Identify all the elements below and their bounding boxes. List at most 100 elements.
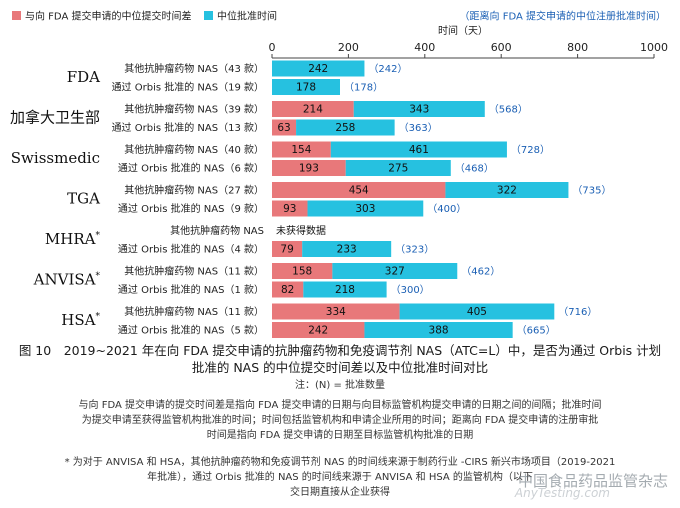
- agency-label: 加拿大卫生部: [10, 109, 100, 127]
- bar-diff-label: 334: [326, 306, 346, 318]
- bar-approval: [303, 281, 387, 298]
- bar-approval: [296, 119, 395, 136]
- legend-note: 注：(N) = 批准数量: [294, 380, 386, 391]
- x-tick-label: 400: [414, 41, 435, 54]
- bar-approval: [399, 303, 555, 320]
- bar-approval: [332, 263, 458, 279]
- definition-line-3: 时间是指向 FDA 提交申请的日期至目标监管机构批准的日期: [206, 430, 474, 441]
- bar-approval-label: 303: [355, 203, 375, 215]
- bar-diff: [272, 119, 297, 136]
- total-label: （728）: [511, 144, 550, 156]
- total-label: （323）: [395, 244, 434, 256]
- bar-diff: [272, 263, 333, 279]
- bar-approval-label: 327: [385, 266, 405, 278]
- bar-diff-label: 242: [308, 325, 328, 337]
- bar-approval-label: 233: [337, 244, 357, 256]
- bar-approval-label: 388: [429, 325, 449, 337]
- footnote-line-3: 交日期直接从企业获得: [290, 487, 390, 498]
- bar-diff-label: 193: [299, 163, 319, 175]
- bar-approval-label: 275: [388, 163, 408, 175]
- row-label: 其他抗肿瘤药物 NAS（43 款）: [124, 62, 264, 75]
- bar-approval: [353, 101, 485, 117]
- total-label: （400）: [427, 203, 466, 215]
- agency-label: HSA*: [61, 311, 100, 329]
- row-label: 通过 Orbis 批准的 NAS（9 款）: [118, 202, 264, 215]
- x-tick-label: 1000: [640, 41, 668, 54]
- bar-approval-label: 218: [335, 284, 355, 296]
- row-label: 通过 Orbis 批准的 NAS（13 款）: [112, 121, 264, 134]
- bar-diff: [272, 322, 365, 338]
- bar-diff-label: 63: [277, 122, 290, 134]
- row-label: 其他抗肿瘤药物 NAS（40 款）: [124, 143, 264, 156]
- no-data-note: 未获得数据: [276, 224, 326, 237]
- footnote: * 为对于 ANVISA 和 HSA，其他抗肿瘤药物和免疫调节剂 NAS 的时间…: [0, 455, 680, 500]
- agency-label: ANVISA*: [33, 271, 101, 289]
- bar-approval: [272, 60, 365, 77]
- bar-approval: [345, 160, 451, 176]
- footnote-line-2: 年批准），通过 Orbis 批准的 NAS 的时间线来源于 ANVISA 和 H…: [147, 472, 533, 483]
- bar-approval-label: 461: [409, 144, 429, 156]
- row-label: 通过 Orbis 批准的 NAS（5 款）: [118, 324, 264, 337]
- row-label: 其他抗肿瘤药物 NAS（11 款）: [124, 305, 264, 318]
- bar-approval-label: 405: [467, 306, 487, 318]
- caption-line-1: 图 10 2019~2021 年在向 FDA 提交申请的抗肿瘤药物和免疫调节剂 …: [18, 343, 662, 358]
- row-label: 通过 Orbis 批准的 NAS（6 款）: [118, 162, 264, 175]
- bar-diff: [272, 101, 354, 117]
- total-label: （242）: [368, 63, 407, 75]
- legend-swatch-diff: [12, 11, 21, 20]
- total-label: （568）: [489, 104, 528, 116]
- row-label: 其他抗肿瘤药物 NAS: [170, 224, 264, 237]
- caption-line-2: 批准的 NAS 的中位提交时间差以及中位批准时间对比: [191, 360, 489, 375]
- figure-caption: 图 10 2019~2021 年在向 FDA 提交申请的抗肿瘤药物和免疫调节剂 …: [0, 342, 680, 376]
- definition-line-2: 为提交申请至获得监管机构批准的时间；时间包括监管机构和申请企业所用的时间；距离向…: [81, 415, 599, 426]
- bar-diff: [272, 241, 303, 257]
- agency-label: MHRA*: [45, 230, 101, 248]
- total-label: （468）: [455, 163, 494, 175]
- row-label: 通过 Orbis 批准的 NAS（1 款）: [118, 283, 264, 296]
- bar-diff-label: 154: [291, 144, 311, 156]
- x-tick-label: 800: [567, 41, 588, 54]
- row-label: 其他抗肿瘤药物 NAS（11 款）: [124, 265, 264, 278]
- bar-approval: [330, 141, 507, 158]
- legend-swatch-approval: [204, 11, 213, 20]
- agency-label: FDA: [67, 68, 100, 86]
- total-label: （665）: [517, 325, 556, 337]
- legend-label-diff: 与向 FDA 提交申请的中位提交时间差: [25, 10, 191, 23]
- watermark-text: 中国食品药品监管杂志: [517, 472, 668, 490]
- agency-label: Swissmedic: [11, 149, 100, 167]
- total-label: （300）: [391, 284, 430, 296]
- bar-diff: [272, 200, 308, 217]
- bar-approval: [445, 182, 569, 198]
- definition-line-1: 与向 FDA 提交申请的提交时间差是指向 FDA 提交申请的日期与向目标监管机构…: [78, 400, 602, 411]
- bar-diff-label: 82: [281, 284, 294, 296]
- bar-approval-label: 178: [296, 82, 316, 94]
- bar-diff: [272, 281, 304, 298]
- bar-diff: [272, 141, 331, 158]
- row-label: 其他抗肿瘤药物 NAS（39 款）: [124, 103, 264, 116]
- footnote-line-1: * 为对于 ANVISA 和 HSA，其他抗肿瘤药物和免疫调节剂 NAS 的时间…: [64, 457, 616, 468]
- x-tick-label: 600: [491, 41, 512, 54]
- total-label: （363）: [399, 122, 438, 134]
- bar-approval: [302, 241, 392, 257]
- bar-diff: [272, 160, 346, 176]
- bar-approval: [307, 200, 424, 217]
- total-label: （716）: [558, 306, 597, 318]
- bar-approval-label: 258: [335, 122, 355, 134]
- total-label: （178）: [344, 82, 383, 94]
- bar-diff-label: 93: [283, 203, 296, 215]
- x-axis-label: 时间（天）: [438, 24, 488, 37]
- total-label: （462）: [461, 266, 500, 278]
- legend-label-approval: 中位批准时间: [217, 10, 277, 23]
- bar-diff-label: 158: [292, 266, 312, 278]
- row-label: 通过 Orbis 批准的 NAS（19 款）: [112, 81, 264, 94]
- total-label: （735）: [572, 185, 611, 197]
- watermark-url: AnyTesting.com: [514, 486, 610, 500]
- bar-diff-label: 454: [349, 185, 369, 197]
- bar-approval: [364, 322, 513, 338]
- bar-approval-label: 242: [308, 63, 328, 75]
- bar-diff-label: 79: [280, 244, 293, 256]
- bar-approval-label: 343: [409, 104, 429, 116]
- bar-approval-label: 322: [497, 185, 517, 197]
- agency-label: TGA: [67, 190, 100, 208]
- chart: 与向 FDA 提交申请的中位提交时间差 中位批准时间 （距离向 FDA 提交申请的中…: [10, 10, 668, 338]
